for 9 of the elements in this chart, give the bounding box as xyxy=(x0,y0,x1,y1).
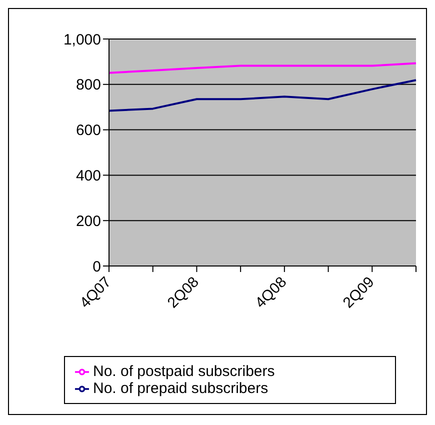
y-tick-label: 0 xyxy=(92,258,101,276)
y-tick-label: 400 xyxy=(76,168,101,185)
y-tick-label: 1,000 xyxy=(63,31,101,48)
y-tick-label: 800 xyxy=(76,76,101,94)
y-tick-label: 600 xyxy=(76,122,101,140)
legend-label: No. of postpaid subscribers xyxy=(93,363,275,380)
y-tick-label: 200 xyxy=(76,212,101,230)
legend-label: No. of prepaid subscribers xyxy=(93,380,268,397)
line-series xyxy=(108,62,417,74)
